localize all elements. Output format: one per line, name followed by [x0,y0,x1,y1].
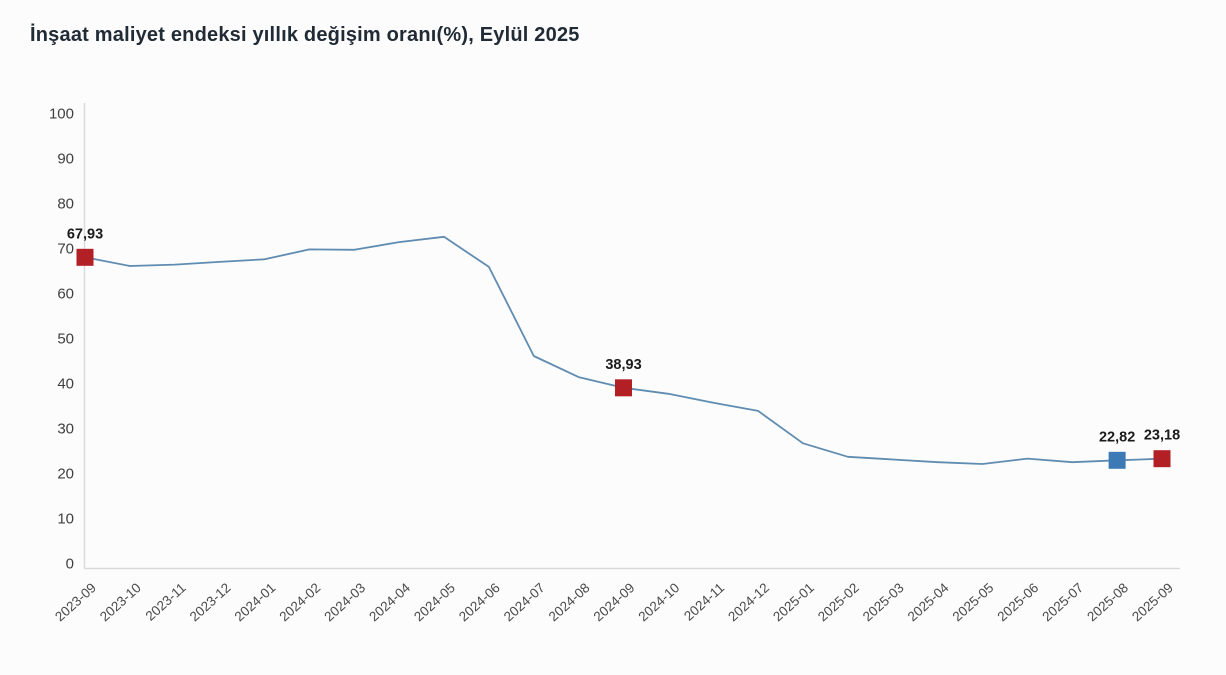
x-tick-label: 2024-06 [456,580,503,624]
x-tick-label: 2023-11 [143,580,189,624]
x-tick-label: 2024-07 [501,580,548,624]
x-tick-label: 2024-11 [681,580,727,624]
x-tick-label: 2024-02 [277,580,324,624]
x-tick-label: 2023-10 [97,580,144,624]
x-tick-label: 2025-01 [770,580,817,624]
x-tick-label: 2025-07 [1039,580,1086,624]
x-tick-label: 2025-05 [950,580,997,624]
x-tick-label: 2025-09 [1129,580,1176,624]
x-tick-label: 2023-12 [187,580,234,624]
y-tick-label: 90 [57,151,74,168]
x-tick-label: 2025-02 [815,580,862,624]
x-tick-label: 2024-01 [232,580,279,624]
x-tick-label: 2024-09 [591,580,638,624]
x-tick-label: 2024-04 [366,580,413,625]
data-line [84,235,1163,465]
x-tick-label: 2024-10 [636,580,683,624]
y-tick-label: 40 [57,376,74,393]
marker-2023-09 [76,248,94,266]
marker-2024-09 [615,379,632,397]
marker-2025-08 [1108,451,1126,469]
x-tick-label: 2025-04 [905,580,952,625]
x-tick-label: 2025-03 [860,580,907,624]
data-label-2024-09: 38,93 [605,357,641,373]
y-tick-label: 20 [57,466,74,483]
x-tick-label: 2023-09 [52,580,99,624]
y-tick-label: 100 [49,106,74,123]
x-tick-label: 2025-06 [995,580,1042,624]
x-tick-label: 2025-08 [1084,580,1131,624]
data-label-2025-08: 22,82 [1099,429,1135,445]
x-tick-label: 2024-12 [725,580,772,624]
x-tick-label: 2024-08 [546,580,593,624]
y-tick-label: 30 [57,421,74,438]
x-tick-label: 2024-03 [321,580,368,624]
y-tick-label: 0 [66,556,74,573]
y-tick-label: 80 [57,196,74,213]
chart-title: İnşaat maliyet endeksi yıllık değişim or… [30,24,580,46]
data-label-2025-09: 23,18 [1144,428,1180,444]
y-tick-label: 10 [57,511,74,528]
chart-svg: 01020304050607080901002023-092023-102023… [49,103,1180,625]
data-label-2023-09: 67,93 [67,226,103,242]
y-tick-label: 60 [57,286,74,303]
x-tick-label: 2024-05 [411,580,458,624]
y-tick-label: 50 [57,331,74,348]
marker-2025-09 [1153,450,1171,468]
y-tick-label: 70 [57,241,74,258]
